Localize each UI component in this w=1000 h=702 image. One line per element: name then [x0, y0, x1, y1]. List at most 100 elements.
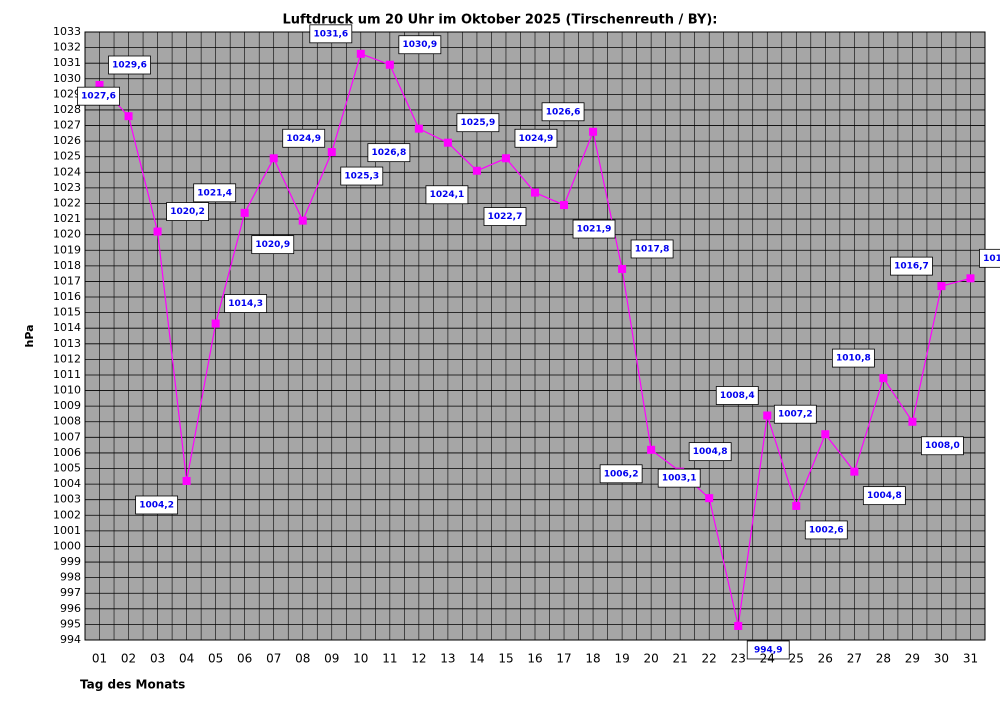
x-tick-label: 10 — [353, 652, 368, 666]
y-tick-label: 1026 — [53, 134, 81, 147]
data-label: 1010,8 — [836, 354, 871, 364]
point — [472, 166, 481, 175]
data-label: 1008,0 — [925, 441, 960, 451]
data-label: 1002,6 — [809, 525, 844, 535]
x-tick-label: 23 — [731, 652, 746, 666]
y-tick-label: 1017 — [53, 274, 81, 287]
chart-title: Luftdruck um 20 Uhr im Oktober 2025 (Tir… — [282, 13, 717, 28]
label-box — [135, 495, 179, 515]
y-tick-label: 998 — [60, 571, 81, 584]
y-tick-label: 1006 — [53, 446, 81, 459]
y-tick-label: 1021 — [53, 212, 81, 225]
x-tick-label: 08 — [295, 652, 310, 666]
x-tick-label: 20 — [643, 652, 658, 666]
y-tick-label: 1000 — [53, 539, 81, 552]
x-tick-label: 31 — [963, 652, 978, 666]
y-tick-label: 1008 — [53, 415, 81, 428]
point — [269, 154, 278, 163]
y-tick-label: 1016 — [53, 290, 81, 303]
point — [705, 494, 714, 503]
point — [95, 81, 104, 90]
label-box — [166, 202, 209, 221]
point — [298, 216, 307, 225]
label-box — [251, 235, 295, 255]
point — [821, 430, 830, 439]
y-tick-label: 1019 — [53, 243, 81, 256]
y-tick-label: 996 — [60, 602, 81, 615]
point — [385, 60, 394, 69]
x-tick-label: 09 — [324, 652, 339, 666]
x-tick-label: 07 — [266, 652, 281, 666]
label-box — [599, 464, 643, 484]
y-tick-label: 1013 — [53, 337, 81, 350]
data-label: 1008,4 — [720, 391, 755, 401]
point — [937, 282, 946, 291]
x-tick-label: 26 — [818, 652, 833, 666]
x-tick-label: 19 — [614, 652, 629, 666]
y-tick-label: 1014 — [53, 321, 81, 334]
label-box — [456, 113, 500, 133]
data-label: 1003,1 — [662, 474, 697, 484]
label-box — [921, 436, 964, 456]
x-axis-label: Tag des Monats — [80, 678, 185, 692]
label-box — [657, 468, 701, 488]
y-tick-label: 1004 — [53, 477, 81, 490]
point — [414, 124, 423, 133]
data-label: 1024,9 — [286, 134, 321, 144]
x-tick-label: 15 — [498, 652, 513, 666]
label-box — [340, 166, 384, 186]
x-tick-label: 21 — [673, 652, 688, 666]
data-label: 1024,1 — [430, 190, 465, 200]
label-box — [483, 207, 527, 226]
point — [966, 274, 975, 283]
y-tick-label: 1023 — [53, 181, 81, 194]
x-tick-label: 02 — [121, 652, 136, 666]
data-label: 1022,7 — [488, 212, 523, 222]
label-box — [514, 128, 558, 148]
label-box — [890, 256, 933, 276]
data-label: 1004,2 — [139, 500, 174, 510]
y-tick-label: 999 — [60, 555, 81, 568]
y-tick-label: 1003 — [53, 493, 81, 506]
data-label: 1004,8 — [867, 491, 902, 501]
x-tick-label: 28 — [876, 652, 891, 666]
point — [763, 411, 772, 420]
point — [124, 112, 133, 121]
label-box — [282, 128, 326, 148]
data-label: 1025,3 — [344, 172, 379, 182]
point — [560, 201, 569, 210]
data-label: 1017,8 — [635, 244, 670, 254]
label-box — [193, 183, 237, 203]
x-tick-label: 04 — [179, 652, 194, 666]
y-tick-label: 1010 — [53, 384, 81, 397]
label-box — [224, 294, 268, 313]
x-tick-label: 13 — [440, 652, 455, 666]
y-tick-label: 1032 — [53, 41, 81, 54]
x-tick-label: 29 — [905, 652, 920, 666]
label-box — [630, 239, 674, 259]
label-box — [572, 219, 616, 239]
label-box — [862, 486, 906, 506]
x-tick-label: 30 — [934, 652, 949, 666]
y-tick-label: 1033 — [53, 25, 81, 38]
y-tick-label: 1029 — [53, 87, 81, 100]
label-box — [804, 520, 848, 540]
data-label: 1017,2 — [983, 254, 1000, 264]
point — [879, 374, 888, 383]
label-box — [309, 24, 353, 44]
point — [850, 467, 859, 476]
x-tick-label: 24 — [760, 652, 775, 666]
data-label: 1027,6 — [81, 92, 116, 102]
data-label: 1024,9 — [519, 134, 554, 144]
data-label: 1030,9 — [402, 40, 437, 50]
label-box — [831, 348, 875, 368]
data-label: 1031,6 — [313, 29, 348, 39]
y-tick-label: 1031 — [53, 56, 81, 69]
y-tick-label: 1018 — [53, 259, 81, 272]
y-tick-label: 994 — [60, 633, 81, 646]
x-tick-label: 17 — [556, 652, 571, 666]
x-tick-label: 03 — [150, 652, 165, 666]
x-tick-label: 06 — [237, 652, 252, 666]
point — [327, 148, 336, 157]
